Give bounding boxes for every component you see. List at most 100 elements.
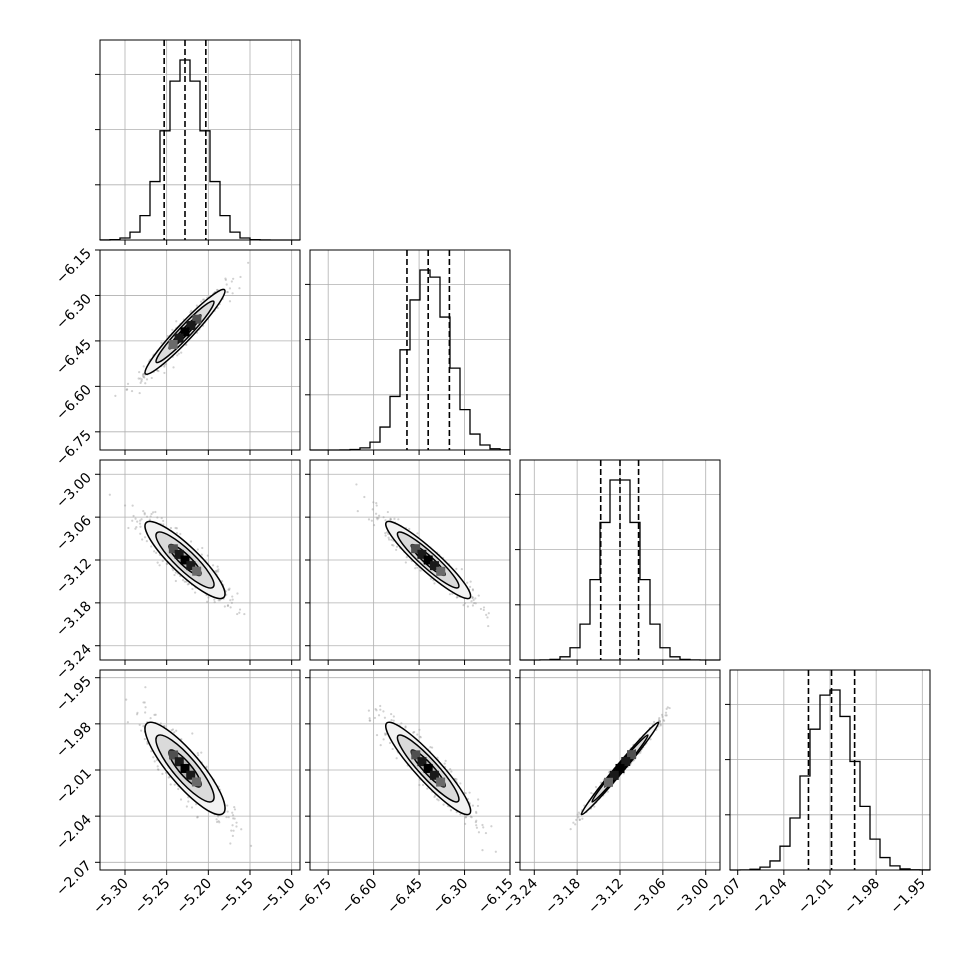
scatter-point: [658, 720, 661, 723]
scatter-point: [175, 729, 178, 732]
scatter-point: [150, 545, 153, 548]
scatter-point: [419, 736, 422, 739]
scatter-point: [144, 706, 147, 709]
scatter-point: [224, 277, 227, 280]
scatter-point: [200, 553, 203, 556]
scatter-point: [238, 287, 241, 290]
scatter-point: [162, 519, 165, 523]
scatter-point: [177, 787, 180, 791]
scatter-point: [662, 718, 665, 721]
y-tick-label: −6.75: [53, 427, 95, 469]
scatter-point: [660, 713, 664, 716]
scatter-point: [174, 579, 177, 583]
scatter-point: [659, 724, 662, 727]
scatter-point: [164, 362, 167, 366]
scatter-point: [464, 792, 467, 795]
scatter-point: [150, 376, 153, 380]
scatter-point: [249, 844, 253, 847]
scatter-point: [142, 725, 145, 728]
y-tick-label: −1.98: [53, 719, 95, 761]
scatter-point: [224, 278, 227, 281]
scatter-point: [216, 306, 219, 310]
scatter-point: [474, 597, 477, 600]
y-tick-label: −2.01: [53, 766, 95, 808]
scatter-point: [392, 544, 395, 547]
scatter-point: [236, 592, 239, 595]
scatter-point: [653, 720, 656, 724]
scatter-point: [148, 518, 152, 521]
scatter-point: [144, 382, 147, 385]
x-tick-label: −5.30: [90, 876, 132, 918]
scatter-point: [156, 765, 159, 768]
scatter-point: [449, 809, 453, 812]
scatter-point: [163, 364, 166, 367]
scatter-point: [152, 756, 155, 759]
scatter-point: [232, 277, 235, 280]
scatter-point: [477, 798, 480, 801]
scatter-point: [659, 723, 662, 726]
scatter-point: [606, 790, 609, 793]
scatter-point: [471, 596, 474, 599]
scatter-point: [578, 818, 582, 821]
scatter-point: [384, 531, 387, 535]
scatter-point: [444, 759, 447, 762]
scatter-point: [475, 824, 478, 827]
scatter-point: [472, 598, 475, 602]
scatter-point: [416, 566, 419, 569]
density-bin: [417, 549, 427, 559]
scatter-point: [156, 768, 160, 771]
scatter-point: [575, 818, 578, 821]
scatter-point: [138, 519, 142, 522]
scatter-point: [382, 738, 385, 741]
scatter-point: [436, 756, 439, 759]
scatter-point: [172, 366, 175, 369]
scatter-point: [393, 517, 396, 520]
y-tick-label: −3.06: [53, 513, 95, 555]
scatter-point: [142, 372, 145, 376]
scatter-point: [114, 394, 117, 397]
scatter-point: [414, 567, 417, 570]
scatter-point: [162, 523, 165, 526]
scatter-point: [140, 378, 143, 381]
scatter-point: [475, 826, 479, 829]
scatter-point: [181, 579, 185, 582]
scatter-point: [136, 711, 139, 714]
scatter-point: [196, 548, 199, 551]
density-bin: [186, 770, 196, 780]
scatter-point: [460, 568, 463, 571]
scatter-point: [356, 510, 359, 513]
scatter-point: [185, 580, 188, 583]
scatter-point: [142, 510, 145, 513]
scatter-point: [239, 275, 242, 279]
scatter-point: [173, 731, 176, 734]
scatter-point: [594, 785, 598, 789]
y-tick-label: −2.07: [53, 858, 95, 900]
y-tick-label: −3.00: [53, 470, 95, 512]
scatter-point: [167, 776, 170, 779]
scatter-point: [220, 580, 224, 583]
scatter-point: [475, 819, 478, 822]
scatter-point: [666, 706, 669, 709]
scatter-point: [157, 768, 160, 771]
scatter-point: [231, 595, 234, 598]
scatter-point: [127, 526, 130, 530]
scatter-point: [130, 389, 134, 393]
scatter-point: [462, 604, 465, 607]
scatter-point: [139, 532, 142, 535]
scatter-point: [187, 582, 190, 585]
density-panel: [309, 459, 511, 661]
scatter-point: [470, 600, 473, 603]
scatter-point: [390, 538, 393, 541]
scatter-point: [434, 794, 437, 797]
scatter-point: [131, 504, 134, 507]
scatter-point: [145, 540, 148, 543]
scatter-point: [172, 569, 175, 572]
scatter-point: [661, 715, 664, 718]
scatter-point: [150, 512, 153, 516]
scatter-point: [455, 567, 458, 571]
scatter-point: [153, 713, 156, 716]
density-bin: [436, 566, 446, 576]
scatter-point: [154, 713, 157, 716]
density-panel: [309, 669, 511, 871]
scatter-point: [236, 612, 239, 616]
